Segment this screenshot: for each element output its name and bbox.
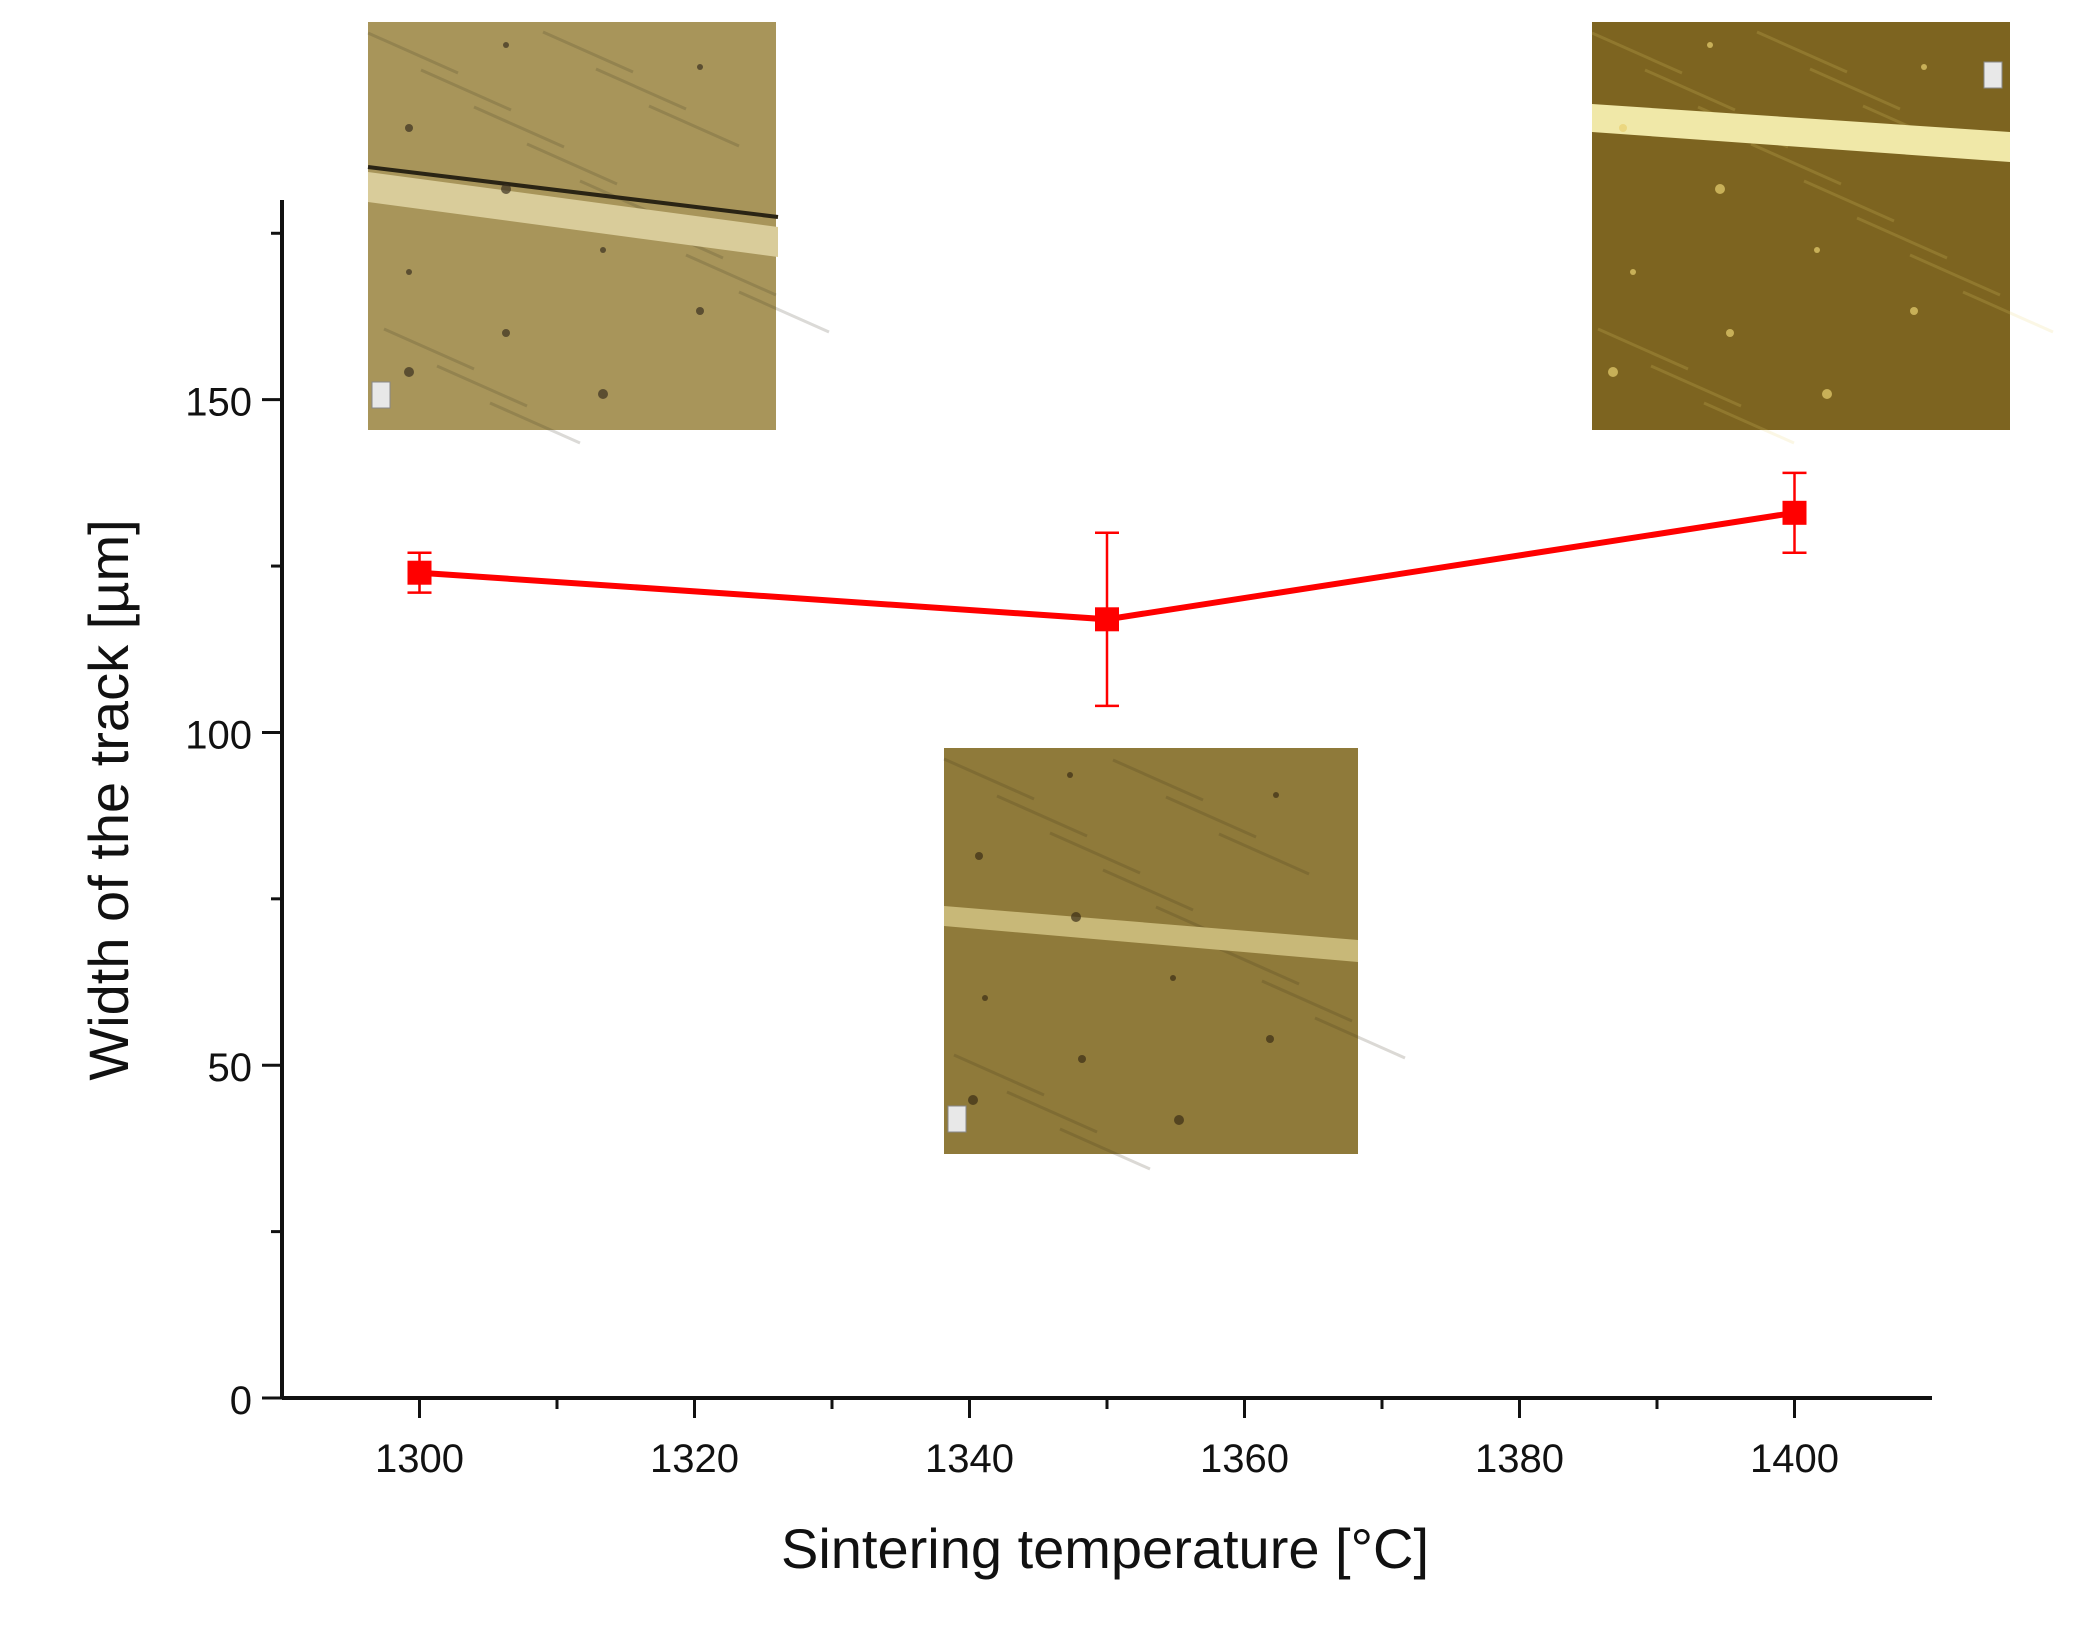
micrograph-speck bbox=[1273, 792, 1279, 798]
micrograph-texture bbox=[1102, 868, 1194, 912]
micrograph-texture bbox=[1644, 68, 1736, 112]
micrograph-texture bbox=[1261, 979, 1353, 1023]
y-tick-label: 100 bbox=[185, 713, 252, 757]
micrograph-texture bbox=[1703, 401, 1795, 445]
y-axis-label: Width of the track [µm] bbox=[77, 519, 140, 1080]
micrograph-speck bbox=[1726, 329, 1734, 337]
micrograph-texture bbox=[648, 104, 740, 148]
micrograph-texture bbox=[436, 364, 528, 408]
micrograph-speck bbox=[1067, 772, 1073, 778]
micrograph-speck bbox=[503, 42, 509, 48]
micrograph-speck bbox=[975, 852, 983, 860]
micrograph-texture bbox=[383, 327, 475, 371]
micrograph-texture bbox=[1591, 31, 1683, 75]
x-tick-label: 1340 bbox=[925, 1437, 1014, 1481]
data-point bbox=[1782, 500, 1807, 525]
y-tick-label: 50 bbox=[208, 1046, 253, 1090]
micrograph-texture bbox=[1049, 831, 1141, 875]
y-tick-label: 0 bbox=[230, 1379, 252, 1423]
micrograph-texture bbox=[1650, 364, 1742, 408]
micrograph-texture bbox=[473, 105, 565, 149]
micrograph-speck bbox=[405, 124, 413, 132]
micrograph-scale-marker bbox=[371, 381, 391, 409]
micrograph-speck bbox=[1078, 1055, 1086, 1063]
micrograph-speck bbox=[1715, 184, 1725, 194]
x-tick-label: 1400 bbox=[1750, 1437, 1839, 1481]
micrograph-speck bbox=[1822, 389, 1832, 399]
micrograph-speck bbox=[982, 995, 988, 1001]
micrograph-texture bbox=[996, 794, 1088, 838]
micrograph-texture bbox=[1803, 179, 1895, 223]
micrograph-speck bbox=[1921, 64, 1927, 70]
micrograph-texture bbox=[1750, 142, 1842, 186]
micrograph-inset bbox=[1591, 22, 2054, 445]
micrograph-speck bbox=[598, 389, 608, 399]
micrograph-speck bbox=[501, 184, 511, 194]
micrograph-texture bbox=[1208, 942, 1300, 986]
micrograph-texture bbox=[526, 142, 618, 186]
micrograph-texture bbox=[367, 31, 459, 75]
x-tick-label: 1360 bbox=[1200, 1437, 1289, 1481]
micrograph-speck bbox=[1910, 307, 1918, 315]
micrograph-speck bbox=[1630, 269, 1636, 275]
x-tick-label: 1300 bbox=[375, 1437, 464, 1481]
micrograph-track bbox=[1592, 104, 2010, 162]
micrograph-texture bbox=[1856, 216, 1948, 260]
micrograph-texture bbox=[943, 757, 1035, 801]
micrograph-speck bbox=[404, 367, 414, 377]
micrograph-texture bbox=[1909, 253, 2001, 297]
micrograph-inset bbox=[943, 748, 1406, 1171]
micrograph-texture bbox=[953, 1053, 1045, 1097]
micrograph-speck bbox=[1707, 42, 1713, 48]
x-tick-label: 1320 bbox=[650, 1437, 739, 1481]
micrograph-speck bbox=[1608, 367, 1618, 377]
micrograph-speck bbox=[696, 307, 704, 315]
micrograph-texture bbox=[1165, 795, 1257, 839]
micrograph-texture bbox=[1809, 67, 1901, 111]
micrograph-speck bbox=[697, 64, 703, 70]
micrograph-texture bbox=[1006, 1090, 1098, 1134]
micrograph-texture bbox=[420, 68, 512, 112]
micrograph-texture bbox=[738, 290, 830, 334]
micrograph-speck bbox=[1071, 912, 1081, 922]
micrograph-scale-marker bbox=[947, 1105, 967, 1133]
micrograph-speck bbox=[1619, 124, 1627, 132]
micrograph-texture bbox=[595, 67, 687, 111]
micrograph-track bbox=[944, 906, 1358, 962]
micrograph-texture bbox=[1756, 30, 1848, 74]
micrograph-texture bbox=[1314, 1016, 1406, 1060]
micrograph-speck bbox=[1170, 975, 1176, 981]
micrograph-texture bbox=[1962, 290, 2054, 334]
micrograph-texture bbox=[1112, 758, 1204, 802]
data-series bbox=[407, 471, 1807, 708]
micrograph-speck bbox=[502, 329, 510, 337]
y-tick-label: 150 bbox=[185, 381, 252, 425]
axes: 0 50 100 150 1300 1320 1340 1360 1380 1400 bbox=[185, 200, 1932, 1481]
micrograph-speck bbox=[600, 247, 606, 253]
data-point bbox=[1095, 607, 1119, 632]
micrograph-texture bbox=[685, 253, 777, 297]
micrograph-track-edge bbox=[367, 165, 779, 219]
micrograph-speck bbox=[406, 269, 412, 275]
micrograph-speck bbox=[1174, 1115, 1184, 1125]
micrograph-background bbox=[1592, 22, 2010, 430]
micrograph-texture bbox=[1218, 832, 1310, 876]
micrograph-speck bbox=[968, 1095, 978, 1105]
micrograph-scale-marker bbox=[1983, 61, 2003, 89]
micrograph-inset bbox=[367, 22, 830, 445]
micrograph-track bbox=[368, 172, 778, 257]
data-point bbox=[407, 560, 432, 585]
micrograph-texture bbox=[542, 30, 634, 74]
micrograph-texture bbox=[1597, 327, 1689, 371]
micrograph-texture bbox=[489, 401, 581, 445]
micrograph-speck bbox=[1266, 1035, 1274, 1043]
x-tick-label: 1380 bbox=[1475, 1437, 1564, 1481]
micrograph-insets bbox=[367, 22, 2054, 1171]
micrograph-speck bbox=[1814, 247, 1820, 253]
x-axis-label: Sintering temperature [°C] bbox=[781, 1517, 1429, 1580]
micrograph-texture bbox=[1059, 1127, 1151, 1171]
